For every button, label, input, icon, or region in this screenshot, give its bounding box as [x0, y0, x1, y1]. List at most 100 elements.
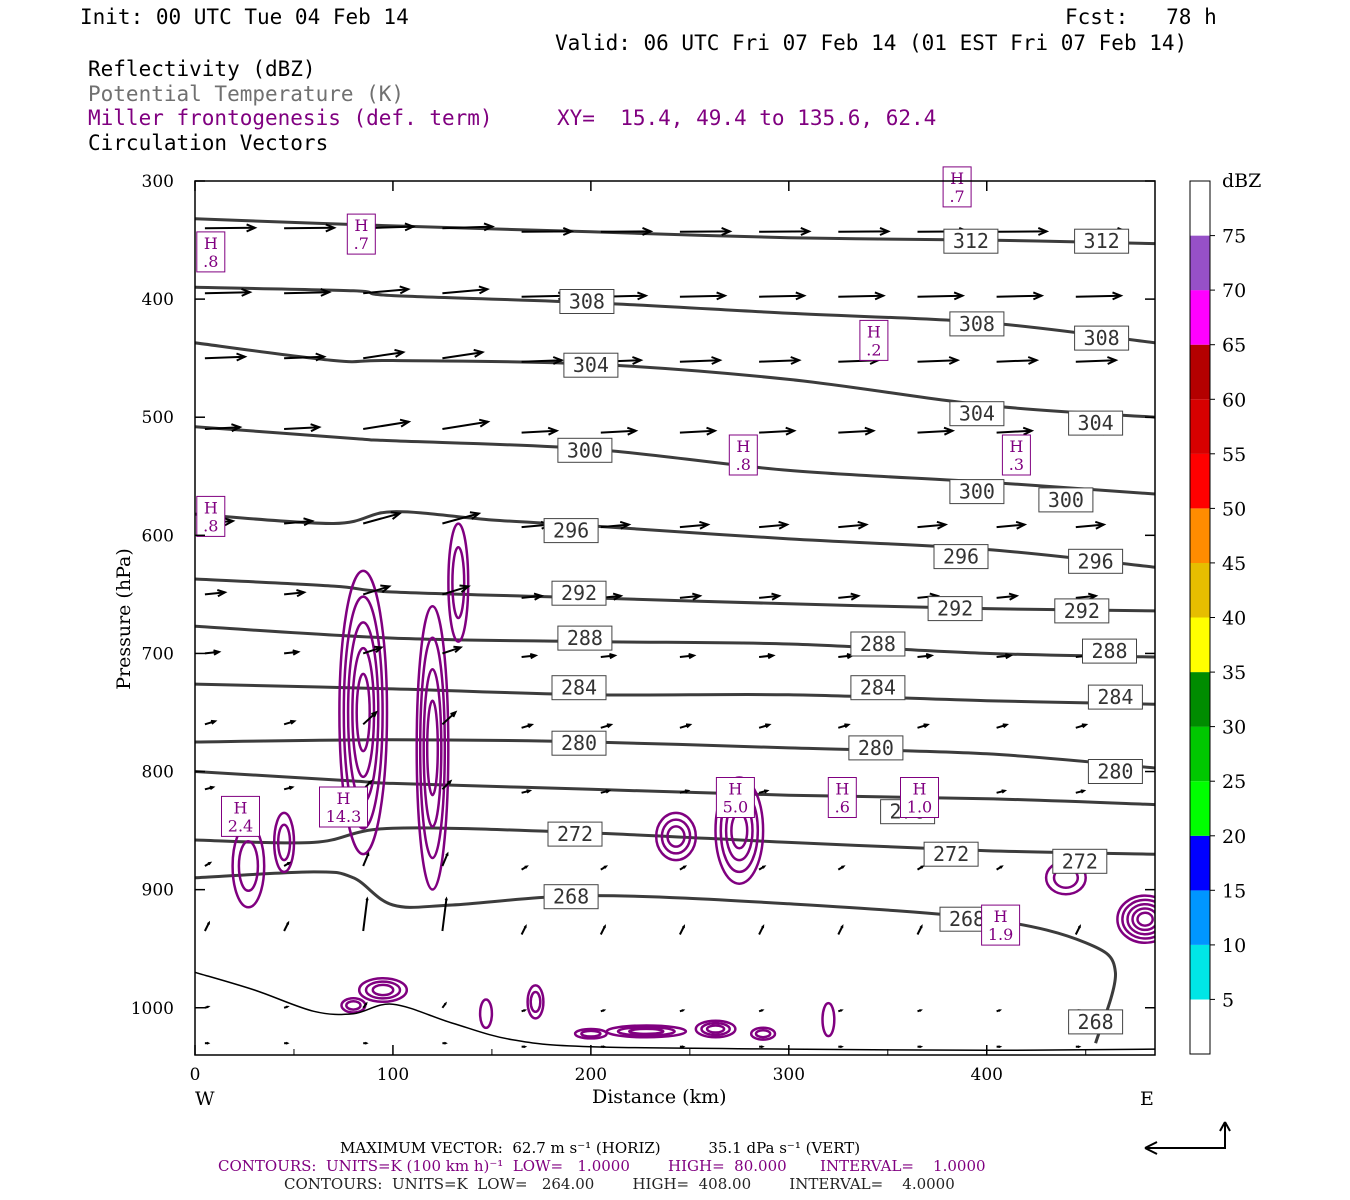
circulation-vector	[1075, 1045, 1082, 1049]
theta-label-box	[850, 631, 906, 657]
frontogenesis-contour-cluster	[478, 998, 494, 1030]
circulation-vector	[442, 584, 471, 596]
circulation-vector	[838, 652, 855, 660]
circulation-vector	[679, 924, 686, 935]
theta-contour-label: 308	[569, 290, 605, 314]
frontogenesis-max-value: 1.0	[907, 798, 932, 817]
circulation-vector	[679, 1045, 686, 1049]
theta-contour-280	[195, 738, 1155, 770]
circulation-vector	[679, 226, 733, 236]
y-tick-label: 300	[142, 172, 174, 192]
colorbar-swatch	[1190, 890, 1210, 945]
circulation-vector	[838, 426, 876, 436]
frontogenesis-max-value: .8	[203, 252, 218, 271]
circulation-vector	[838, 291, 886, 301]
circulation-vector	[441, 896, 448, 932]
terrain-surface	[195, 971, 1155, 1052]
contours-frontogenesis-info: CONTOURS: UNITS=K (100 km h)⁻¹ LOW= 1.00…	[218, 1157, 986, 1175]
colorbar-label: 70	[1222, 280, 1246, 302]
colorbar-swatch	[1190, 835, 1210, 891]
theta-contour-label: 292	[561, 581, 597, 605]
circulation-vector	[996, 723, 1010, 729]
theta-contour-label: 296	[943, 545, 979, 569]
circulation-vector	[600, 865, 609, 871]
theta-label-box	[1068, 548, 1124, 574]
frontogenesis-max-box	[942, 166, 972, 208]
circulation-vector	[363, 285, 411, 295]
frontogenesis-max-marker: H	[736, 437, 750, 456]
theta-label-box	[547, 821, 603, 847]
theta-label-box	[949, 479, 1005, 505]
circulation-vector	[996, 426, 1035, 436]
circulation-vector	[758, 865, 767, 871]
circulation-vector	[838, 226, 891, 236]
colorbar-unit-label: dBZ	[1222, 170, 1262, 192]
colorbar-swatch	[1190, 508, 1210, 563]
circulation-vector	[917, 723, 930, 729]
circulation-vector	[521, 652, 539, 660]
theta-label-box	[1074, 228, 1130, 254]
theta-label-box	[927, 596, 983, 622]
theta-contour-label: 300	[567, 438, 603, 462]
theta-label-box	[923, 841, 979, 867]
theta-contour-label: 284	[860, 676, 896, 700]
reference-vector-icon	[1144, 1121, 1231, 1155]
frontogenesis-max-box	[221, 795, 260, 837]
y-tick-label: 1000	[131, 999, 174, 1019]
circulation-vector	[363, 348, 406, 360]
theta-contour-label: 308	[1084, 326, 1120, 350]
colorbar-swatch	[1190, 999, 1210, 1054]
circulation-vector	[283, 649, 301, 656]
circulation-vector	[1074, 924, 1081, 935]
frontogenesis-contour-cluster	[694, 1019, 737, 1039]
max-vector-info: MAXIMUM VECTOR: 62.7 m s⁻¹ (HORIZ) 35.1 …	[340, 1139, 861, 1157]
x-axis-west-label: W	[195, 1088, 215, 1110]
field-potential-temperature: Potential Temperature (K)	[88, 82, 405, 106]
circulation-vector	[1075, 789, 1087, 794]
frontogenesis-max-value: 1.9	[988, 925, 1013, 944]
y-tick-label: 900	[142, 881, 174, 901]
circulation-vector	[917, 426, 956, 436]
circulation-vector	[758, 924, 765, 935]
frontogenesis-contour-cluster	[821, 1001, 836, 1038]
circulation-vector	[917, 356, 961, 365]
circulation-vector	[283, 920, 290, 932]
circulation-vector	[442, 1041, 448, 1045]
x-tick-label: 0	[190, 1065, 201, 1085]
frontogenesis-contour-cluster	[447, 522, 470, 643]
colorbar-label: 75	[1222, 226, 1246, 248]
circulation-vector	[283, 719, 297, 726]
circulation-vector	[204, 1041, 211, 1045]
circulation-vector	[996, 226, 1050, 236]
frontogenesis-max-box	[900, 777, 939, 818]
theta-contour-label: 296	[553, 519, 589, 543]
colorbar-label: 25	[1222, 771, 1246, 793]
circulation-vector	[679, 356, 723, 365]
theta-contour-296	[195, 510, 1155, 569]
circulation-vector	[758, 789, 770, 794]
circulation-vector	[996, 592, 1020, 601]
circulation-vector	[283, 1005, 290, 1009]
circulation-vector	[204, 1005, 211, 1009]
theta-label-box	[563, 352, 619, 378]
circulation-vector	[600, 226, 654, 236]
x-axis-title: Distance (km)	[592, 1086, 727, 1108]
circulation-vector	[441, 710, 458, 726]
frontogenesis-contour-cluster	[415, 605, 450, 891]
circulation-vector	[679, 291, 728, 301]
circulation-vector	[204, 920, 211, 932]
x-axis-east-label: E	[1140, 1088, 1154, 1110]
theta-label-box	[551, 730, 607, 756]
colorbar-label: 60	[1222, 389, 1246, 411]
theta-label-box	[1038, 487, 1094, 513]
theta-contour-288	[195, 624, 1155, 659]
theta-label-box	[551, 580, 607, 606]
frontogenesis-max-box	[1001, 434, 1031, 476]
colorbar-label: 45	[1222, 553, 1246, 575]
circulation-vector	[442, 285, 490, 295]
theta-label-box	[543, 884, 599, 910]
circulation-vector	[362, 896, 369, 932]
circulation-vector	[204, 423, 243, 433]
circulation-vector	[600, 652, 618, 660]
